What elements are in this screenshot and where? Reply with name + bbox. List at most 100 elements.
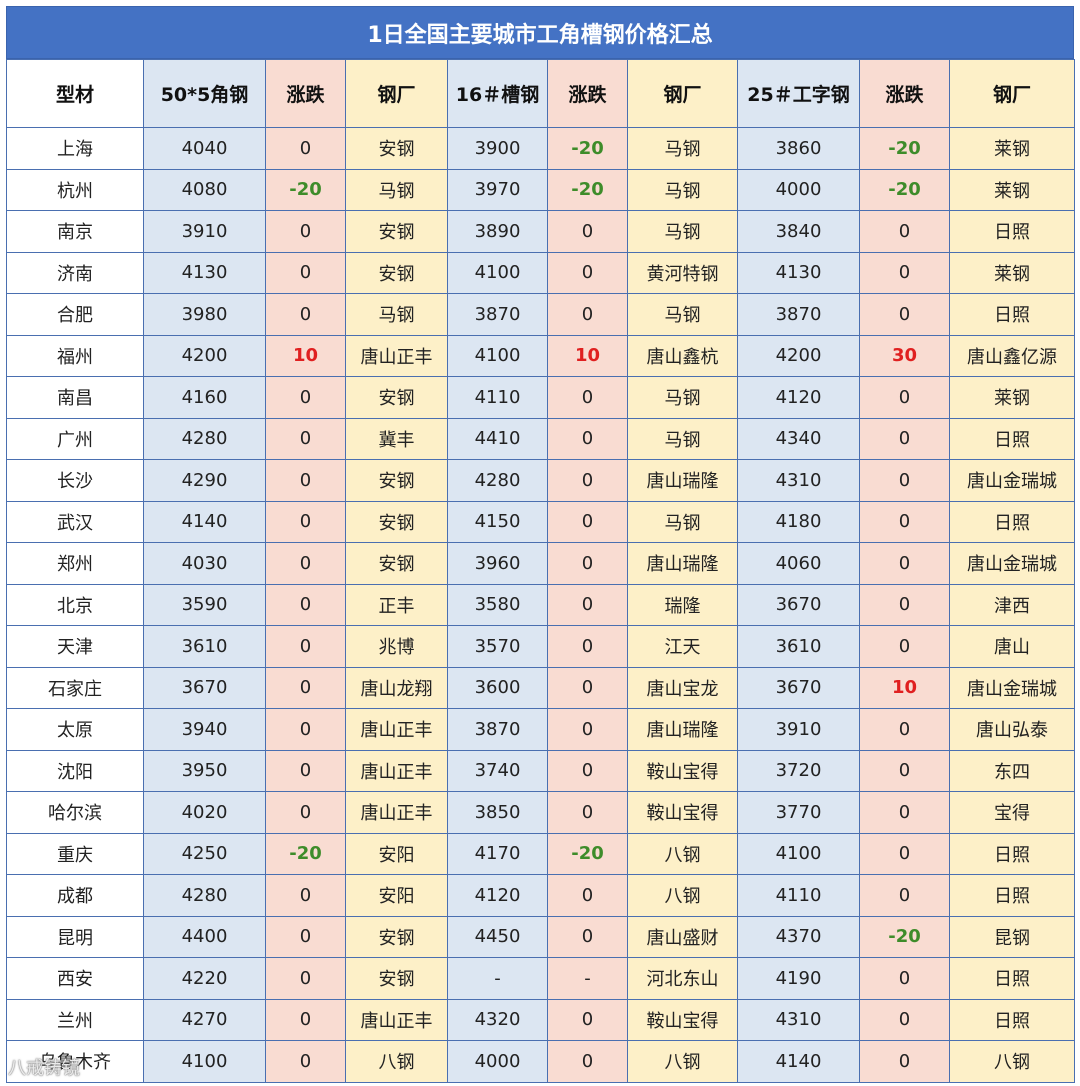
cell-city: 济南: [6, 251, 144, 294]
cell-channel-change: 0: [547, 459, 628, 502]
cell-ibeam-mill: 八钢: [949, 1040, 1075, 1083]
cell-channel-price: 4000: [447, 1040, 548, 1083]
table-row: 太原 3940 0 唐山正丰 3870 0 唐山瑞隆 3910 0 唐山弘泰: [6, 708, 1075, 751]
cell-ibeam-price: 3870: [737, 293, 860, 336]
cell-angle-mill: 唐山正丰: [345, 708, 448, 751]
cell-ibeam-mill: 日照: [949, 874, 1075, 917]
table-row: 哈尔滨 4020 0 唐山正丰 3850 0 鞍山宝得 3770 0 宝得: [6, 791, 1075, 834]
cell-ibeam-price: 3670: [737, 666, 860, 709]
cell-angle-mill: 安钢: [345, 542, 448, 585]
cell-city: 杭州: [6, 168, 144, 211]
cell-angle-change: -20: [265, 168, 346, 211]
price-sheet: 1日全国主要城市工角槽钢价格汇总 型材 50*5角钢 涨跌 钢厂 16＃槽钢 涨…: [6, 6, 1075, 1083]
cell-channel-price: 4170: [447, 832, 548, 875]
cell-angle-price: 4200: [143, 334, 266, 377]
cell-angle-change: 0: [265, 583, 346, 626]
cell-channel-mill: 马钢: [627, 210, 738, 253]
cell-ibeam-price: 3770: [737, 791, 860, 834]
cell-angle-mill: 八钢: [345, 1040, 448, 1083]
cell-city: 福州: [6, 334, 144, 377]
cell-ibeam-change: 0: [859, 1040, 950, 1083]
cell-city: 上海: [6, 127, 144, 170]
cell-angle-change: 0: [265, 874, 346, 917]
cell-ibeam-price: 4200: [737, 334, 860, 377]
cell-ibeam-change: 0: [859, 832, 950, 875]
cell-angle-price: 3950: [143, 749, 266, 792]
cell-ibeam-change: 0: [859, 749, 950, 792]
table-row: 济南 4130 0 安钢 4100 0 黄河特钢 4130 0 莱钢: [6, 251, 1075, 294]
table-row: 兰州 4270 0 唐山正丰 4320 0 鞍山宝得 4310 0 日照: [6, 998, 1075, 1041]
table-row: 乌鲁木齐 4100 0 八钢 4000 0 八钢 4140 0 八钢: [6, 1040, 1075, 1083]
cell-ibeam-mill: 唐山鑫亿源: [949, 334, 1075, 377]
cell-city: 昆明: [6, 915, 144, 958]
table-row: 武汉 4140 0 安钢 4150 0 马钢 4180 0 日照: [6, 500, 1075, 543]
cell-city: 西安: [6, 957, 144, 1000]
cell-channel-mill: 八钢: [627, 832, 738, 875]
cell-channel-change: 0: [547, 998, 628, 1041]
cell-channel-change: 0: [547, 749, 628, 792]
cell-angle-mill: 兆博: [345, 625, 448, 668]
cell-ibeam-change: 30: [859, 334, 950, 377]
table-row: 重庆 4250 -20 安阳 4170 -20 八钢 4100 0 日照: [6, 832, 1075, 875]
cell-ibeam-mill: 莱钢: [949, 127, 1075, 170]
sheet-title: 1日全国主要城市工角槽钢价格汇总: [6, 6, 1074, 59]
cell-angle-mill: 安钢: [345, 210, 448, 253]
cell-ibeam-change: 10: [859, 666, 950, 709]
cell-channel-price: 3580: [447, 583, 548, 626]
cell-ibeam-change: 0: [859, 874, 950, 917]
cell-angle-mill: 安阳: [345, 874, 448, 917]
cell-ibeam-price: 4310: [737, 998, 860, 1041]
cell-channel-price: 4450: [447, 915, 548, 958]
cell-channel-mill: 鞍山宝得: [627, 791, 738, 834]
cell-ibeam-change: 0: [859, 417, 950, 460]
cell-angle-price: 3670: [143, 666, 266, 709]
cell-channel-price: 3740: [447, 749, 548, 792]
header-angle-mill: 钢厂: [345, 59, 448, 128]
table-row: 合肥 3980 0 马钢 3870 0 马钢 3870 0 日照: [6, 293, 1075, 336]
cell-angle-price: 4280: [143, 417, 266, 460]
cell-ibeam-mill: 日照: [949, 210, 1075, 253]
price-table: 型材 50*5角钢 涨跌 钢厂 16＃槽钢 涨跌 钢厂 25＃工字钢 涨跌 钢厂…: [6, 59, 1075, 1083]
cell-channel-change: 0: [547, 1040, 628, 1083]
cell-angle-price: 4040: [143, 127, 266, 170]
cell-channel-change: 0: [547, 708, 628, 751]
cell-channel-price: 4320: [447, 998, 548, 1041]
cell-angle-price: 4080: [143, 168, 266, 211]
cell-ibeam-mill: 莱钢: [949, 376, 1075, 419]
cell-angle-mill: 正丰: [345, 583, 448, 626]
cell-ibeam-price: 4000: [737, 168, 860, 211]
cell-channel-mill: 鞍山宝得: [627, 998, 738, 1041]
cell-ibeam-price: 3910: [737, 708, 860, 751]
cell-angle-change: 0: [265, 957, 346, 1000]
cell-ibeam-price: 4110: [737, 874, 860, 917]
cell-angle-price: 4270: [143, 998, 266, 1041]
cell-angle-change: 10: [265, 334, 346, 377]
table-row: 上海 4040 0 安钢 3900 -20 马钢 3860 -20 莱钢: [6, 127, 1075, 170]
cell-angle-mill: 马钢: [345, 168, 448, 211]
cell-channel-mill: 河北东山: [627, 957, 738, 1000]
cell-angle-change: 0: [265, 417, 346, 460]
table-row: 天津 3610 0 兆博 3570 0 江天 3610 0 唐山: [6, 625, 1075, 668]
cell-city: 广州: [6, 417, 144, 460]
cell-channel-price: 4150: [447, 500, 548, 543]
cell-ibeam-change: 0: [859, 459, 950, 502]
cell-angle-mill: 冀丰: [345, 417, 448, 460]
cell-city: 郑州: [6, 542, 144, 585]
table-row: 昆明 4400 0 安钢 4450 0 唐山盛财 4370 -20 昆钢: [6, 915, 1075, 958]
cell-angle-price: 4140: [143, 500, 266, 543]
cell-angle-price: 4400: [143, 915, 266, 958]
cell-ibeam-price: 4060: [737, 542, 860, 585]
cell-channel-mill: 黄河特钢: [627, 251, 738, 294]
cell-angle-change: 0: [265, 127, 346, 170]
cell-ibeam-price: 4340: [737, 417, 860, 460]
header-channel-change: 涨跌: [547, 59, 628, 128]
cell-angle-mill: 马钢: [345, 293, 448, 336]
cell-channel-change: 0: [547, 251, 628, 294]
cell-channel-change: 0: [547, 293, 628, 336]
cell-city: 兰州: [6, 998, 144, 1041]
cell-city: 北京: [6, 583, 144, 626]
cell-city: 南昌: [6, 376, 144, 419]
cell-angle-change: 0: [265, 210, 346, 253]
cell-channel-mill: 江天: [627, 625, 738, 668]
cell-angle-price: 4250: [143, 832, 266, 875]
